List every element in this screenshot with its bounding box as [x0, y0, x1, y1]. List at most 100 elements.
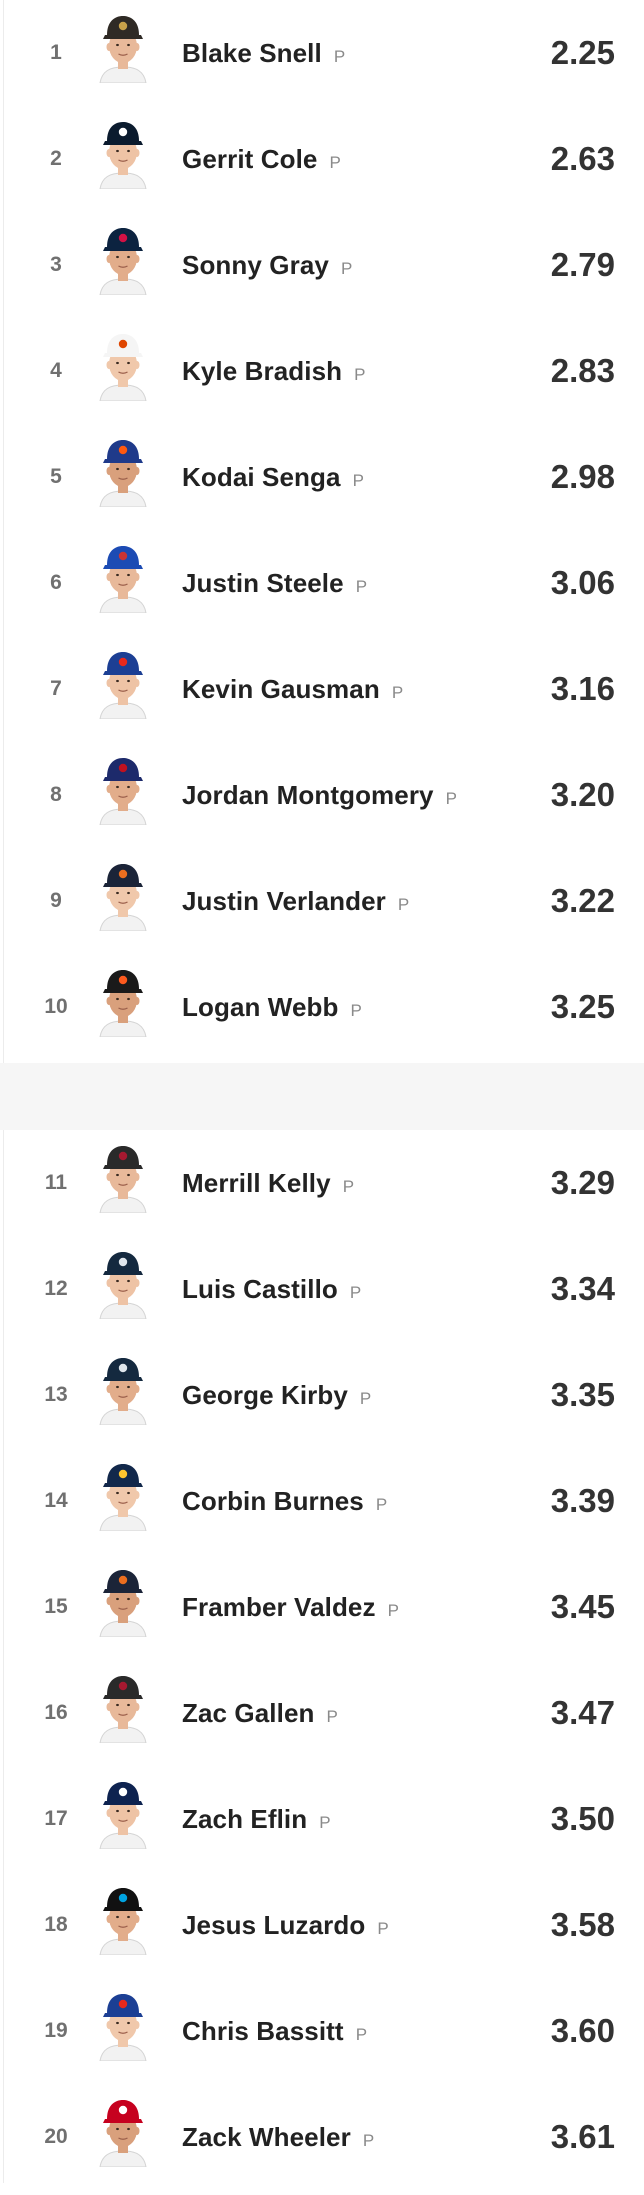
player-row[interactable]: 17 Zach Eflin P 3.50 — [0, 1766, 644, 1872]
player-name-link[interactable]: Justin Verlander — [182, 886, 386, 916]
player-position: P — [329, 153, 341, 172]
player-name-link[interactable]: Zack Wheeler — [182, 2122, 351, 2152]
player-name-cell: Justin Steele P — [182, 530, 367, 636]
player-rank: 10 — [44, 995, 68, 1018]
player-position: P — [391, 683, 404, 702]
player-name-cell: Framber Valdez P — [182, 1554, 399, 1660]
player-stat-value: 3.61 — [550, 2118, 615, 2155]
player-row[interactable]: 18 Jesus Luzardo P 3.58 — [0, 1872, 644, 1978]
player-row[interactable]: 6 Justin Steele P 3.06 — [0, 530, 644, 636]
player-rank: 14 — [44, 1489, 68, 1512]
player-headshot — [96, 223, 150, 295]
player-row[interactable]: 5 Kodai Senga P 2.98 — [0, 424, 644, 530]
player-rank: 6 — [50, 571, 62, 594]
player-headshot — [96, 541, 150, 613]
player-rank: 9 — [50, 889, 62, 912]
player-position: P — [375, 1495, 388, 1514]
player-rank: 19 — [44, 2019, 68, 2042]
player-name-link[interactable]: Corbin Burnes — [182, 1486, 364, 1516]
player-stat-value: 2.63 — [550, 140, 615, 177]
player-rank: 20 — [44, 2125, 68, 2148]
player-name-link[interactable]: George Kirby — [182, 1380, 348, 1410]
player-position: P — [355, 2025, 368, 2044]
player-rank: 13 — [44, 1383, 68, 1406]
player-headshot — [96, 1671, 150, 1743]
player-name-cell: George Kirby P — [182, 1342, 371, 1448]
player-headshot — [96, 117, 150, 189]
player-name-link[interactable]: Kyle Bradish — [182, 356, 343, 386]
player-name-link[interactable]: Sonny Gray — [182, 250, 329, 280]
player-row[interactable]: 12 Luis Castillo P 3.34 — [0, 1236, 644, 1342]
player-name-link[interactable]: Gerrit Cole — [182, 144, 318, 174]
player-name-link[interactable]: Zach Eflin — [182, 1804, 308, 1834]
player-rank: 11 — [44, 1171, 68, 1194]
player-stat-value: 3.25 — [550, 988, 615, 1025]
player-name-link[interactable]: Jordan Montgomery — [182, 780, 434, 810]
player-position: P — [326, 1707, 338, 1726]
player-rank: 2 — [50, 147, 62, 170]
player-row[interactable]: 15 Framber Valdez P 3.45 — [0, 1554, 644, 1660]
player-name-link[interactable]: Merrill Kelly — [182, 1168, 331, 1198]
player-position: P — [359, 1389, 372, 1408]
player-stat-value: 3.06 — [550, 564, 615, 601]
player-name-cell: Zac Gallen P — [182, 1660, 338, 1766]
divider — [3, 0, 4, 1063]
player-name-link[interactable]: Framber Valdez — [182, 1592, 376, 1622]
player-row[interactable]: 2 Gerrit Cole P 2.63 — [0, 106, 644, 212]
player-name-link[interactable]: Jesus Luzardo — [182, 1910, 366, 1940]
player-stat-value: 3.39 — [550, 1482, 615, 1519]
player-row[interactable]: 16 Zac Gallen P 3.47 — [0, 1660, 644, 1766]
player-row[interactable]: 20 Zack Wheeler P 3.61 — [0, 2084, 644, 2190]
player-position: P — [362, 2131, 375, 2150]
player-name-cell: Chris Bassitt P — [182, 1978, 367, 2084]
player-stat-value: 3.20 — [550, 776, 615, 813]
player-position: P — [352, 471, 364, 490]
player-stat-value: 3.29 — [550, 1164, 615, 1201]
player-name-cell: Corbin Burnes P — [182, 1448, 387, 1554]
player-row[interactable]: 11 Merrill Kelly P 3.29 — [0, 1130, 644, 1236]
player-rank: 1 — [50, 41, 62, 64]
player-name-cell: Kevin Gausman P — [182, 636, 403, 742]
player-headshot — [96, 1247, 150, 1319]
player-position: P — [397, 895, 410, 914]
player-name-cell: Luis Castillo P — [182, 1236, 361, 1342]
player-position: P — [350, 1001, 362, 1020]
player-name-link[interactable]: Luis Castillo — [182, 1274, 338, 1304]
player-headshot — [96, 1777, 150, 1849]
player-headshot — [96, 329, 150, 401]
player-row[interactable]: 19 Chris Bassitt P 3.60 — [0, 1978, 644, 2084]
player-name-link[interactable]: Zac Gallen — [182, 1698, 315, 1728]
player-row[interactable]: 8 Jordan Montgomery P 3.20 — [0, 742, 644, 848]
player-row[interactable]: 4 Kyle Bradish P 2.83 — [0, 318, 644, 424]
player-name-cell: Gerrit Cole P — [182, 106, 341, 212]
player-name-cell: Blake Snell P — [182, 0, 345, 106]
leaderboard-group-2: 11 Merrill Kelly P 3.29 12 Luis Castillo P 3.34… — [0, 1130, 644, 2183]
player-name-link[interactable]: Blake Snell — [182, 38, 322, 68]
player-row[interactable]: 1 Blake Snell P 2.25 — [0, 0, 644, 106]
player-name-link[interactable]: Kevin Gausman — [182, 674, 380, 704]
player-row[interactable]: 13 George Kirby P 3.35 — [0, 1342, 644, 1448]
player-name-link[interactable]: Kodai Senga — [182, 462, 341, 492]
player-row[interactable]: 14 Corbin Burnes P 3.39 — [0, 1448, 644, 1554]
player-position: P — [445, 789, 457, 808]
player-headshot — [96, 859, 150, 931]
player-stat-value: 3.45 — [550, 1588, 615, 1625]
player-name-cell: Jordan Montgomery P — [182, 742, 457, 848]
player-position: P — [377, 1919, 389, 1938]
player-row[interactable]: 7 Kevin Gausman P 3.16 — [0, 636, 644, 742]
player-position: P — [342, 1177, 355, 1196]
player-stat-value: 2.79 — [550, 246, 615, 283]
player-rank: 5 — [50, 465, 62, 488]
player-name-link[interactable]: Justin Steele — [182, 568, 344, 598]
player-row[interactable]: 9 Justin Verlander P 3.22 — [0, 848, 644, 954]
player-headshot — [96, 1989, 150, 2061]
player-row[interactable]: 3 Sonny Gray P 2.79 — [0, 212, 644, 318]
player-name-link[interactable]: Chris Bassitt — [182, 2016, 344, 2046]
player-position: P — [355, 577, 368, 596]
player-headshot — [96, 753, 150, 825]
player-name-link[interactable]: Logan Webb — [182, 992, 339, 1022]
player-stat-value: 3.60 — [550, 2012, 615, 2049]
divider — [3, 1130, 4, 2183]
player-row[interactable]: 10 Logan Webb P 3.25 — [0, 954, 644, 1060]
player-stat-value: 3.34 — [550, 1270, 615, 1307]
